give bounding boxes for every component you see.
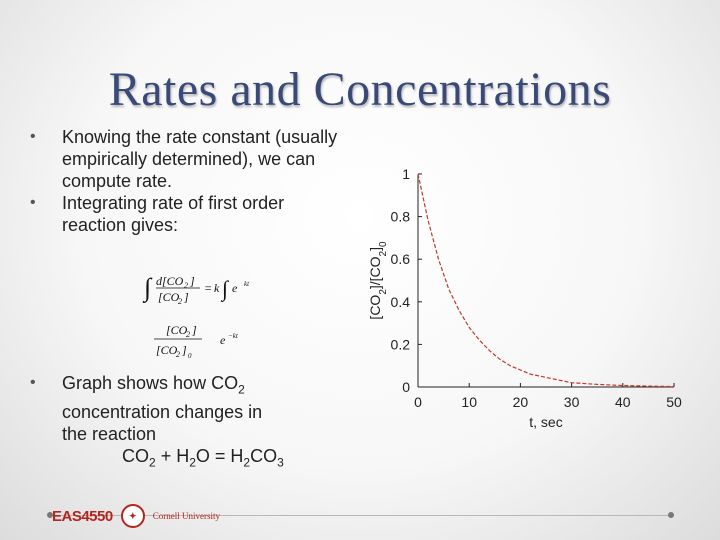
- svg-text:kt: kt: [244, 280, 250, 288]
- footer-divider: [50, 515, 672, 516]
- svg-text:∫: ∫: [142, 273, 153, 303]
- x-tick-label: 30: [564, 394, 580, 410]
- subscript: 3: [277, 455, 284, 470]
- svg-text:]: ]: [183, 290, 189, 304]
- bullet-line: Graph shows how CO2: [62, 372, 350, 401]
- text-segment: CO: [250, 445, 278, 466]
- bullet-dot: •: [30, 374, 36, 391]
- y-tick-label: 0.4: [391, 294, 411, 310]
- text-segment: CO: [122, 445, 149, 466]
- y-axis-label: [CO2]/[CO2]0: [367, 241, 389, 320]
- x-tick-label: 40: [615, 394, 631, 410]
- svg-text:e: e: [220, 333, 226, 347]
- svg-text:[CO: [CO: [158, 290, 180, 304]
- decay-curve-line: [417, 173, 675, 388]
- course-logo: EAS4550: [52, 507, 113, 525]
- footer-logos: EAS4550 ✦ Cornell University: [52, 504, 220, 528]
- svg-text:−kt: −kt: [228, 332, 239, 340]
- y-tick-label: 0.8: [391, 209, 411, 225]
- y-tick-label: 0.6: [391, 251, 411, 267]
- cornell-seal-icon: ✦: [120, 504, 145, 528]
- decay-chart: 00.20.40.60.810 10 20 30 40 50t, sec[CO2]/[CO…: [367, 166, 682, 430]
- svg-text:∫: ∫: [220, 276, 230, 302]
- svg-text:]: ]: [189, 274, 195, 288]
- rate-equation-image: ∫ d[CO 2 ] [CO 2 ] = k ∫ e kt [CO 2 ] [C…: [142, 273, 250, 360]
- bullet-text: Integrating rate of first order reaction…: [62, 193, 285, 235]
- y-tick-label: 0.2: [391, 336, 411, 352]
- y-tick-label: 1: [402, 166, 410, 182]
- svg-text:0: 0: [188, 352, 192, 360]
- bullet-item: • Knowing the rate constant (usually emp…: [30, 126, 350, 192]
- svg-text:=: =: [204, 281, 212, 295]
- text-segment: Graph shows how CO: [62, 373, 239, 393]
- bullet-text: Graph shows how CO2 concentration change…: [30, 372, 350, 473]
- svg-text:]: ]: [191, 323, 197, 337]
- svg-text:e: e: [232, 281, 238, 295]
- svg-text:[CO: [CO: [166, 323, 188, 337]
- svg-text:d[CO: d[CO: [156, 274, 184, 288]
- y-tick-label: 0: [402, 379, 410, 395]
- svg-text:k: k: [214, 281, 220, 295]
- subscript: 2: [189, 455, 196, 470]
- bullet-dot: •: [30, 128, 36, 145]
- x-tick-label: 20: [513, 394, 529, 410]
- x-tick-label: 0: [414, 394, 422, 410]
- subscript: 2: [243, 455, 251, 470]
- university-name: Cornell University: [152, 511, 220, 521]
- footer-dot-left: [47, 512, 53, 518]
- text-segment: + H: [155, 445, 190, 466]
- footer-dot-right: [668, 512, 674, 518]
- bullet-line: concentration changes in: [62, 401, 263, 422]
- subscript: 2: [149, 455, 156, 470]
- svg-text:2: 2: [176, 350, 180, 359]
- bullet-line: the reaction: [62, 423, 157, 444]
- bullet-list: • Knowing the rate constant (usually emp…: [30, 126, 350, 236]
- svg-text:[CO: [CO: [156, 343, 178, 357]
- slide-title: Rates and Concentrations: [108, 63, 612, 116]
- subscript: 2: [238, 382, 245, 397]
- svg-text:2: 2: [178, 297, 182, 306]
- svg-text:2: 2: [184, 281, 188, 290]
- text-segment: O = H: [195, 445, 244, 466]
- bullet-dot: •: [30, 194, 36, 211]
- reaction-equation: CO2 + H2O = H2CO3: [62, 445, 350, 474]
- bullet-item: • Integrating rate of first order reacti…: [30, 192, 350, 236]
- x-tick-label: 50: [666, 394, 682, 410]
- bullet-item-graph: • Graph shows how CO2 concentration chan…: [30, 372, 350, 473]
- svg-text:2: 2: [186, 330, 190, 339]
- bullet-text: Knowing the rate constant (usually empir…: [62, 127, 338, 191]
- x-axis-label: t, sec: [529, 414, 562, 430]
- svg-text:]: ]: [181, 343, 187, 357]
- x-tick-label: 10: [461, 394, 477, 410]
